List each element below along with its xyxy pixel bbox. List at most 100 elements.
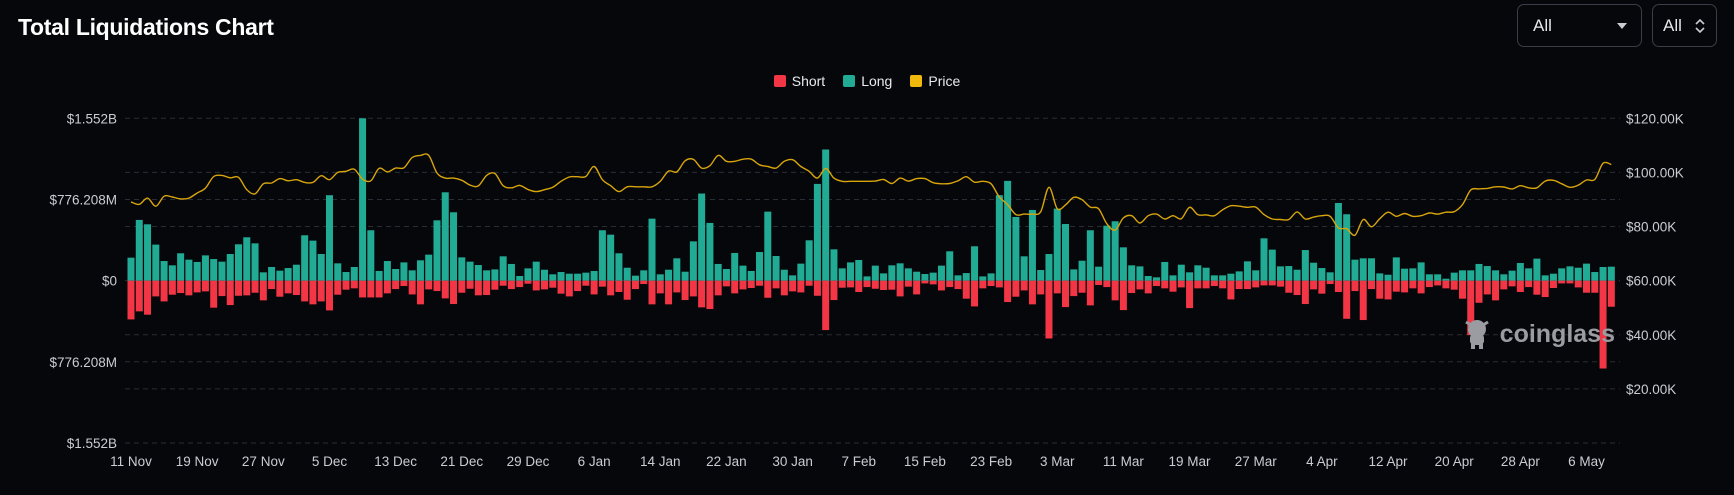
short-bar bbox=[1492, 280, 1500, 301]
long-bar bbox=[218, 261, 226, 281]
long-bar bbox=[375, 270, 383, 281]
legend-swatch-long bbox=[843, 75, 856, 87]
long-bar bbox=[1095, 266, 1103, 281]
short-bar bbox=[1268, 280, 1276, 286]
short-bar bbox=[714, 280, 722, 296]
long-bar bbox=[1525, 268, 1533, 281]
long-bar bbox=[541, 269, 548, 281]
short-bar bbox=[1111, 280, 1119, 301]
long-bar bbox=[168, 265, 176, 281]
short-bar bbox=[1078, 280, 1086, 293]
long-bar bbox=[408, 270, 416, 281]
short-bar bbox=[1508, 280, 1516, 287]
long-bar bbox=[1128, 265, 1136, 281]
long-bar bbox=[665, 269, 673, 281]
short-bar bbox=[913, 280, 921, 295]
long-bar bbox=[516, 275, 524, 281]
coin-select-value: All bbox=[1663, 15, 1682, 35]
x-axis-tick: 15 Feb bbox=[904, 454, 946, 469]
x-axis-tick: 28 Apr bbox=[1501, 454, 1541, 469]
long-bar bbox=[1062, 223, 1070, 281]
long-bar bbox=[739, 265, 747, 281]
long-bar bbox=[1169, 275, 1177, 281]
long-bar bbox=[491, 269, 499, 281]
long-bar bbox=[1409, 268, 1417, 281]
legend-label-price: Price bbox=[928, 73, 961, 89]
short-bar bbox=[1004, 280, 1012, 303]
short-bar bbox=[466, 280, 474, 289]
long-bar bbox=[1277, 266, 1285, 281]
short-bar bbox=[574, 280, 582, 292]
range-select[interactable]: All bbox=[1517, 4, 1642, 47]
long-bar bbox=[855, 259, 863, 281]
long-bar bbox=[888, 265, 896, 281]
long-bar bbox=[1194, 265, 1202, 281]
x-axis-tick: 20 Apr bbox=[1435, 454, 1475, 469]
long-bar bbox=[1186, 272, 1194, 281]
short-bar bbox=[1326, 280, 1334, 285]
x-axis-tick: 11 Mar bbox=[1103, 454, 1145, 469]
short-bar bbox=[764, 280, 772, 298]
short-bar bbox=[838, 280, 846, 288]
short-bar bbox=[1591, 280, 1599, 293]
short-bar bbox=[243, 280, 251, 296]
short-bar bbox=[541, 280, 548, 290]
short-bar bbox=[359, 280, 367, 298]
short-bar bbox=[789, 280, 797, 292]
short-bar bbox=[615, 280, 623, 293]
short-bar bbox=[1103, 280, 1111, 288]
long-bar bbox=[1442, 278, 1450, 281]
long-bar bbox=[822, 149, 830, 281]
x-axis-tick: 5 Dec bbox=[312, 454, 348, 469]
short-bar bbox=[1235, 280, 1243, 290]
short-bar bbox=[1285, 280, 1293, 293]
short-bar bbox=[292, 280, 300, 296]
long-bar bbox=[689, 241, 697, 281]
long-bar bbox=[458, 257, 466, 281]
short-bar bbox=[1318, 280, 1326, 294]
short-bar bbox=[822, 280, 830, 331]
long-bar bbox=[1343, 214, 1351, 281]
long-bar bbox=[904, 268, 912, 281]
legend-item-long[interactable]: Long bbox=[843, 73, 892, 89]
short-bar bbox=[1566, 280, 1574, 284]
legend-item-price[interactable]: Price bbox=[910, 73, 960, 89]
long-bar bbox=[681, 271, 689, 281]
short-bar bbox=[309, 280, 317, 305]
short-bar bbox=[127, 280, 135, 320]
long-bar bbox=[1458, 270, 1466, 281]
left-axis-tick: $1.552B bbox=[67, 436, 117, 451]
long-bar bbox=[1566, 266, 1574, 281]
right-axis-tick: $120.00K bbox=[1626, 111, 1684, 126]
long-bar bbox=[962, 273, 970, 281]
long-bar bbox=[549, 274, 557, 281]
short-bar bbox=[375, 280, 383, 298]
legend-swatch-price bbox=[910, 75, 923, 87]
x-axis-tick: 4 Apr bbox=[1306, 454, 1338, 469]
long-bar bbox=[673, 258, 681, 281]
short-bar bbox=[1086, 280, 1094, 306]
long-bar bbox=[1599, 266, 1607, 281]
short-bar bbox=[1368, 280, 1375, 290]
short-bar bbox=[1607, 280, 1615, 307]
short-bar bbox=[342, 280, 350, 290]
long-bar bbox=[1219, 275, 1227, 281]
long-bar bbox=[466, 261, 474, 281]
long-bar bbox=[1301, 250, 1309, 281]
long-bar bbox=[425, 254, 433, 281]
short-bar bbox=[334, 280, 342, 295]
long-bar bbox=[640, 270, 648, 281]
short-bar bbox=[797, 280, 805, 293]
short-bar bbox=[392, 280, 400, 290]
legend-item-short[interactable]: Short bbox=[773, 73, 825, 89]
coin-select[interactable]: All bbox=[1652, 4, 1717, 47]
long-bar bbox=[913, 271, 921, 281]
long-bar bbox=[1012, 216, 1020, 281]
short-bar bbox=[805, 280, 813, 286]
short-bar bbox=[1541, 280, 1549, 298]
short-bar bbox=[1500, 280, 1508, 290]
long-bar bbox=[251, 243, 259, 281]
long-bar bbox=[1004, 180, 1012, 281]
long-bar bbox=[706, 222, 714, 281]
